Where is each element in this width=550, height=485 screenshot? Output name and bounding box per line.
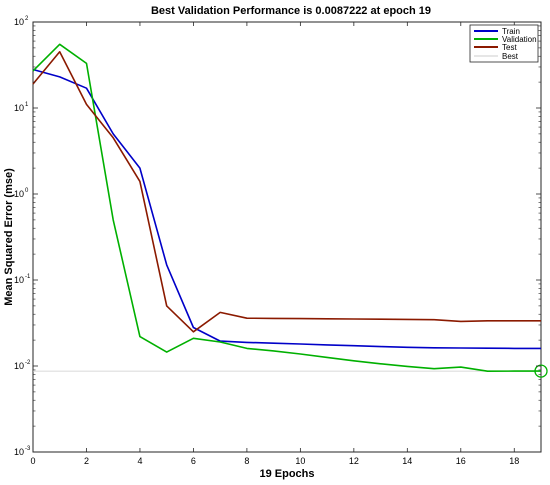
x-tick-label: 12 [349,456,359,466]
legend-label-train: Train [502,27,520,36]
plot-area [32,21,542,453]
y-tick-label: 10 [14,447,24,457]
series-line-train [32,68,541,350]
series-line-validation [32,43,541,373]
y-tick-label: 10 [14,361,24,371]
best-marker [534,364,548,378]
y-tick-exponent: 2 [25,16,29,22]
y-tick-label: 10 [14,275,24,285]
x-tick-label: 8 [244,456,249,466]
y-tick-exponent: -1 [25,274,31,280]
x-tick-label: 4 [137,456,142,466]
y-tick-exponent: -3 [25,446,31,452]
y-tick-label: 10 [14,103,24,113]
y-tick-exponent: -2 [25,360,31,366]
y-tick-label: 10 [14,17,24,27]
chart-title: Best Validation Performance is 0.0087222… [151,5,431,17]
legend-label-validation: Validation [502,35,537,44]
legend-label-best: Best [502,52,519,61]
series-line-test [32,50,541,333]
legend-label-test: Test [502,43,517,52]
series-layer [32,43,548,378]
x-tick-label: 10 [295,456,305,466]
y-tick-exponent: 0 [25,188,29,194]
legend: Train Validation Test Best [469,24,539,63]
x-axis-label: 19 Epochs [259,468,314,480]
x-tick-label: 6 [191,456,196,466]
x-tick-label: 16 [456,456,466,466]
x-tick-label: 18 [509,456,519,466]
y-axis-label: Mean Squared Error (mse) [3,168,15,306]
x-tick-label: 14 [402,456,412,466]
x-tick-label: 2 [84,456,89,466]
y-tick-label: 10 [14,189,24,199]
y-tick-exponent: 1 [25,102,29,108]
x-tick-label: 0 [30,456,35,466]
